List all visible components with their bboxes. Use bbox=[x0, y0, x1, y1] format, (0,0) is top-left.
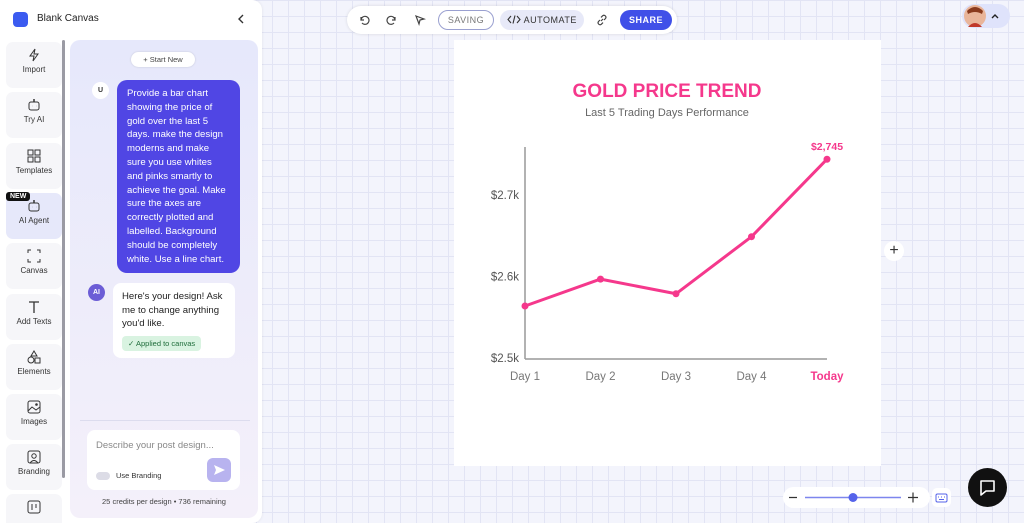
placeholder: Describe your post design... bbox=[96, 440, 214, 451]
rail-label: Import bbox=[22, 65, 46, 74]
chart: GOLD PRICE TREND Last 5 Trading Days Per… bbox=[491, 81, 844, 383]
share-button[interactable]: SHARE bbox=[620, 10, 672, 30]
collapse[interactable] bbox=[236, 14, 246, 24]
user-message: Provide a bar chart showing the price of… bbox=[117, 80, 240, 274]
x-tick-label: Day 1 bbox=[510, 371, 540, 383]
zoom-slider[interactable] bbox=[783, 487, 930, 508]
x-tick-label: Day 4 bbox=[736, 371, 767, 383]
x-tick-label: Day 2 bbox=[585, 371, 615, 383]
chart-subtitle: Last 5 Trading Days Performance bbox=[585, 107, 749, 119]
branding-toggle[interactable] bbox=[96, 472, 110, 480]
tag-label: Applied to canvas bbox=[135, 338, 196, 348]
rail-icon bbox=[27, 149, 41, 163]
rail-item[interactable]: Canvas bbox=[6, 243, 62, 290]
rail-item[interactable]: Try AI bbox=[6, 92, 62, 139]
select-tool[interactable] bbox=[414, 14, 426, 26]
button-label: AUTOMATE bbox=[523, 15, 577, 25]
y-tick-label: $2.5k bbox=[491, 353, 519, 365]
avatar bbox=[964, 5, 986, 27]
rail-item[interactable] bbox=[6, 494, 62, 523]
rail-item[interactable]: Add Texts bbox=[6, 293, 62, 340]
support-chat[interactable] bbox=[968, 468, 1007, 507]
point bbox=[823, 155, 831, 163]
rail-icon bbox=[27, 450, 41, 464]
rail-item[interactable]: Branding bbox=[6, 444, 62, 491]
rail-icon bbox=[28, 99, 40, 111]
rail-label: Images bbox=[20, 417, 48, 427]
send-button[interactable] bbox=[207, 458, 231, 482]
rail-item[interactable]: Import bbox=[6, 42, 62, 88]
scrollbar[interactable] bbox=[62, 40, 65, 478]
divider bbox=[80, 420, 250, 421]
rail-label: Branding bbox=[17, 467, 51, 477]
caret bbox=[991, 14, 999, 19]
zoom-control bbox=[783, 487, 930, 508]
rail-icon bbox=[27, 249, 41, 263]
user-avatar: U bbox=[92, 82, 109, 99]
rail-label: Templates bbox=[15, 165, 53, 175]
ai-avatar: AI bbox=[88, 284, 105, 301]
doc-title: Blank Canvas bbox=[37, 13, 99, 24]
rail-icon bbox=[27, 400, 41, 414]
logo[interactable] bbox=[13, 12, 28, 27]
y-tick-label: $2.6k bbox=[491, 271, 519, 283]
rail-label: Elements bbox=[17, 366, 51, 376]
rail-label: Try AI bbox=[23, 115, 45, 125]
rail-item[interactable]: Images bbox=[6, 394, 62, 441]
saving-status: SAVING bbox=[438, 10, 494, 30]
add-page[interactable]: + bbox=[884, 241, 904, 261]
data-label: $2,745 bbox=[811, 141, 843, 153]
rail-item[interactable]: Elements bbox=[6, 343, 62, 390]
rail-label: AI Agent bbox=[18, 215, 50, 225]
point bbox=[521, 302, 529, 310]
new-badge: NEW bbox=[6, 192, 31, 201]
rail-label: Canvas bbox=[20, 266, 48, 276]
x-tick-label: Today bbox=[810, 371, 844, 383]
applied-tag: ✓ Applied to canvas bbox=[122, 335, 202, 351]
branding-label: Use Branding bbox=[116, 471, 162, 480]
design-canvas[interactable]: GOLD PRICE TREND Last 5 Trading Days Per… bbox=[454, 40, 881, 466]
rail-icon bbox=[28, 199, 40, 212]
chart-title: GOLD PRICE TREND bbox=[573, 81, 762, 102]
prompt-input[interactable]: Describe your post design... Use Brandin… bbox=[87, 430, 240, 490]
rail-item[interactable]: Templates bbox=[6, 142, 62, 189]
icon bbox=[27, 500, 41, 514]
undo[interactable] bbox=[358, 14, 370, 26]
ai-text: Here's your design! Ask me to change any… bbox=[122, 291, 223, 329]
point bbox=[597, 275, 604, 283]
start-new-button[interactable]: + Start New bbox=[131, 52, 195, 67]
shortcuts[interactable] bbox=[932, 488, 951, 507]
rail-icon bbox=[29, 48, 39, 62]
rail-icon bbox=[27, 349, 41, 364]
y-tick-label: $2.7k bbox=[491, 190, 519, 202]
ai-message: Here's your design! Ask me to change any… bbox=[113, 283, 235, 358]
button-label: Start New bbox=[149, 55, 183, 64]
point bbox=[748, 233, 755, 241]
redo[interactable] bbox=[386, 14, 398, 26]
link[interactable] bbox=[596, 14, 608, 26]
credits: 25 credits per design • 736 remaining bbox=[102, 497, 226, 506]
rail-label: Add Texts bbox=[16, 316, 52, 326]
account-menu[interactable] bbox=[962, 4, 1010, 28]
code-icon bbox=[507, 15, 521, 24]
automate-button[interactable]: AUTOMATE bbox=[500, 10, 584, 30]
point bbox=[672, 290, 680, 298]
line bbox=[524, 158, 829, 308]
rail-icon bbox=[29, 300, 39, 313]
x-tick-label: Day 3 bbox=[661, 371, 691, 383]
toolbar: SAVING AUTOMATE SHARE bbox=[347, 6, 677, 34]
